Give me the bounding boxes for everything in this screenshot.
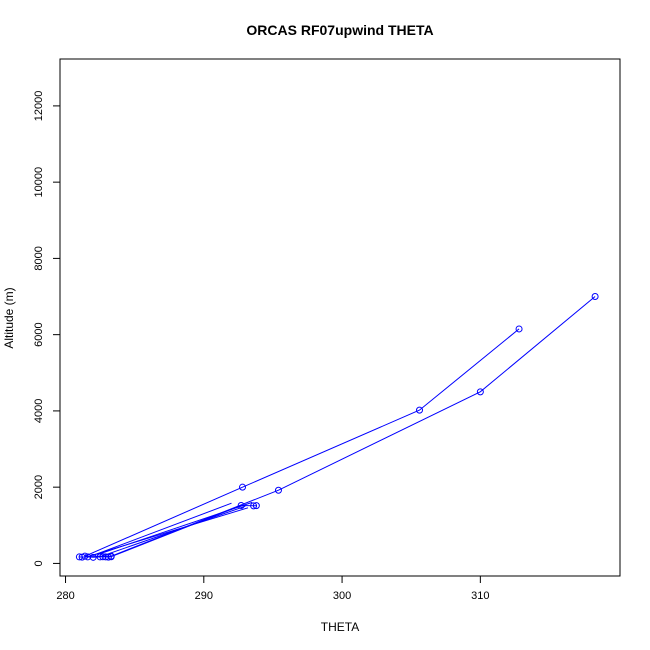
y-tick-label: 10000 — [33, 167, 45, 198]
plot-frame — [59, 58, 621, 577]
x-axis: 280 290 300 310 — [56, 575, 490, 602]
x-axis-label: THETA — [321, 620, 359, 634]
data-point — [591, 293, 599, 301]
series-line — [101, 505, 246, 557]
y-tick-label: 8000 — [33, 246, 45, 270]
y-tick-label: 0 — [33, 560, 45, 566]
y-axis: 0 2000 4000 6000 8000 10000 12000 — [33, 91, 61, 566]
chart-title: ORCAS RF07upwind THETA — [246, 22, 433, 38]
data-point — [250, 502, 258, 510]
data-point — [416, 406, 424, 414]
series-line — [93, 502, 232, 556]
data-point — [107, 553, 115, 561]
data-point — [89, 553, 97, 561]
y-tick-label: 6000 — [33, 322, 45, 346]
data-point — [75, 553, 83, 561]
y-tick-label: 2000 — [33, 475, 45, 499]
x-tick-label: 300 — [333, 590, 351, 602]
data-point — [239, 483, 247, 491]
y-tick-label: 12000 — [33, 91, 45, 122]
plot-area — [75, 293, 599, 561]
series-line — [97, 501, 253, 556]
x-tick-label: 290 — [195, 590, 213, 602]
series-line — [84, 296, 596, 557]
x-tick-label: 280 — [56, 590, 74, 602]
x-tick-label: 310 — [471, 590, 489, 602]
data-point — [252, 502, 260, 510]
data-point — [274, 486, 282, 494]
y-tick-label: 4000 — [33, 399, 45, 423]
data-point — [476, 388, 484, 396]
y-axis-label: Altitude (m) — [2, 287, 16, 348]
data-point — [515, 325, 523, 333]
